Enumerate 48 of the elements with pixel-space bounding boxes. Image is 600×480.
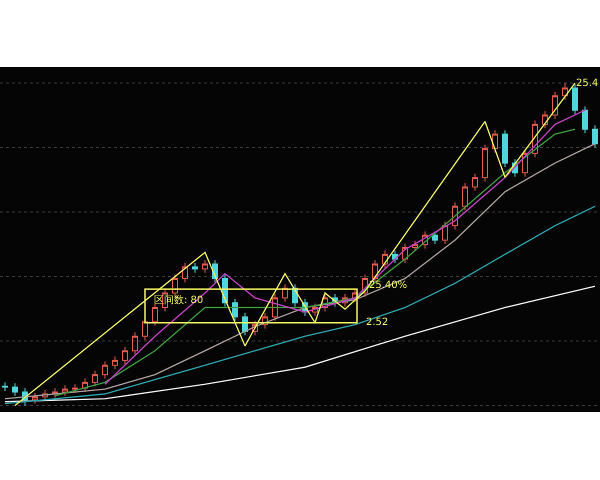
- candlestick: [232, 298, 238, 322]
- candlestick: [122, 346, 128, 365]
- candlestick: [522, 149, 528, 178]
- candlestick: [562, 82, 568, 100]
- candlestick: [62, 384, 68, 396]
- candlestick: [42, 390, 48, 402]
- annotation: 2.52: [366, 317, 388, 328]
- candlestick: [542, 110, 548, 129]
- candlestick: [82, 378, 88, 393]
- candlestick: [412, 240, 418, 252]
- candlestick: [132, 332, 138, 356]
- candlestick: [32, 392, 38, 404]
- candlestick: [422, 230, 428, 250]
- annotation: 25.4: [576, 78, 598, 89]
- candlestick: [192, 262, 198, 274]
- candlestick: [322, 293, 328, 312]
- candlestick: [282, 284, 288, 302]
- candlestick: [402, 243, 408, 264]
- candlestick: [112, 356, 118, 370]
- candlestick: [92, 370, 98, 387]
- candlestick: [102, 360, 108, 379]
- candlestick: [72, 384, 78, 394]
- candlestick: [52, 388, 58, 398]
- candlestick: [182, 262, 188, 283]
- candlestick: [312, 303, 318, 316]
- candlestick: [532, 120, 538, 158]
- candlestick: [462, 182, 468, 211]
- candlestick: [482, 144, 488, 182]
- candlestick: [382, 250, 388, 268]
- candlestick: [352, 288, 358, 302]
- candlestick: [592, 124, 598, 148]
- candlestick: [472, 173, 478, 192]
- candlestick: [362, 274, 368, 298]
- candlestick: [12, 382, 18, 396]
- candlestick: [252, 320, 258, 336]
- candlestick: [452, 202, 458, 230]
- candlestick: [572, 84, 578, 115]
- candlestick: [2, 382, 8, 392]
- candlestick: [582, 106, 588, 134]
- candlestick: [152, 303, 158, 326]
- candlestick: [202, 260, 208, 274]
- candlestick: [342, 293, 348, 308]
- candlestick: [262, 312, 268, 329]
- candlestick: [492, 130, 498, 153]
- candlestick: [442, 221, 448, 245]
- candlestick: [272, 293, 278, 322]
- candlestick: [502, 130, 508, 168]
- candlestick: [552, 91, 558, 120]
